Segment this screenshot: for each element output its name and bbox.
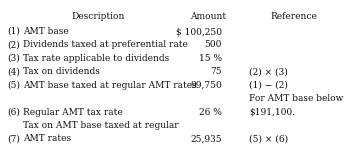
Text: Tax on dividends: Tax on dividends (23, 67, 100, 76)
Text: Description: Description (71, 12, 125, 21)
Text: For AMT base below: For AMT base below (249, 94, 344, 103)
Text: (2): (2) (8, 40, 20, 49)
Text: Dividends taxed at preferential rate: Dividends taxed at preferential rate (23, 40, 188, 49)
Text: 25,935: 25,935 (190, 134, 222, 144)
Text: Reference: Reference (271, 12, 318, 21)
Text: (3): (3) (8, 54, 20, 63)
Text: 99,750: 99,750 (190, 81, 222, 90)
Text: $191,100.: $191,100. (249, 108, 295, 117)
Text: AMT base: AMT base (23, 27, 69, 36)
Text: Regular AMT tax rate: Regular AMT tax rate (23, 108, 123, 117)
Text: (1) − (2): (1) − (2) (249, 81, 288, 90)
Text: $ 100,250: $ 100,250 (176, 27, 222, 36)
Text: (5) × (6): (5) × (6) (249, 134, 289, 144)
Text: (2) × (3): (2) × (3) (249, 67, 288, 76)
Text: 15 %: 15 % (199, 54, 222, 63)
Text: (5): (5) (8, 81, 21, 90)
Text: 500: 500 (204, 40, 222, 49)
Text: (1): (1) (8, 27, 20, 36)
Text: (4): (4) (8, 67, 20, 76)
Text: AMT rates: AMT rates (23, 134, 72, 144)
Text: 75: 75 (210, 67, 222, 76)
Text: Tax on AMT base taxed at regular: Tax on AMT base taxed at regular (23, 121, 179, 130)
Text: Tax rate applicable to dividends: Tax rate applicable to dividends (23, 54, 170, 63)
Text: 26 %: 26 % (199, 108, 222, 117)
Text: Amount: Amount (190, 12, 226, 21)
Text: (6): (6) (8, 108, 20, 117)
Text: (7): (7) (8, 134, 20, 144)
Text: AMT base taxed at regular AMT rates: AMT base taxed at regular AMT rates (23, 81, 197, 90)
